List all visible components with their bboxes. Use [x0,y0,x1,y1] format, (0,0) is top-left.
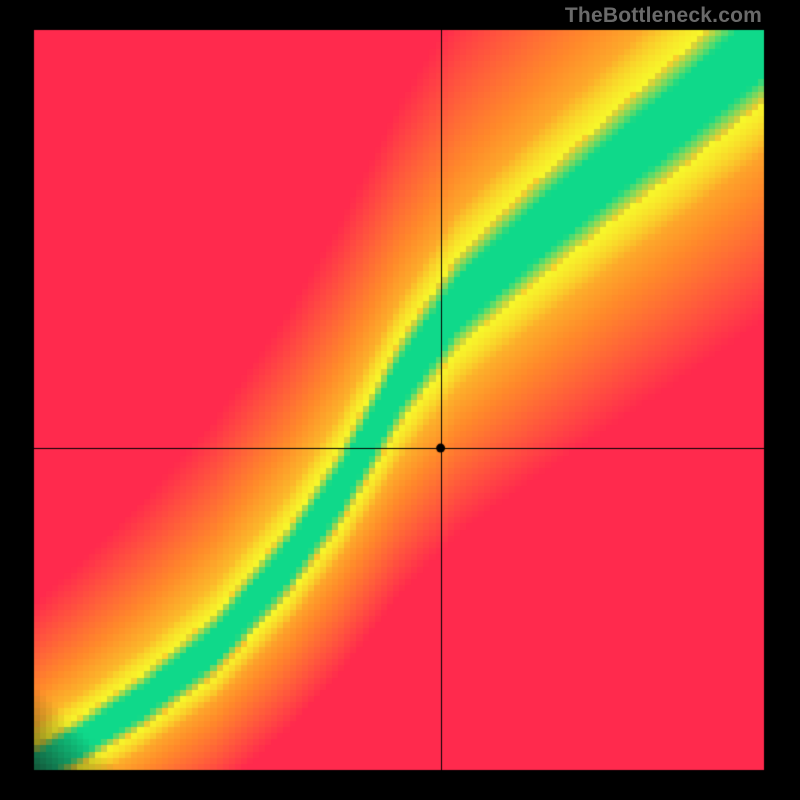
watermark-text: TheBottleneck.com [565,4,762,28]
bottleneck-heatmap-canvas [0,0,800,800]
